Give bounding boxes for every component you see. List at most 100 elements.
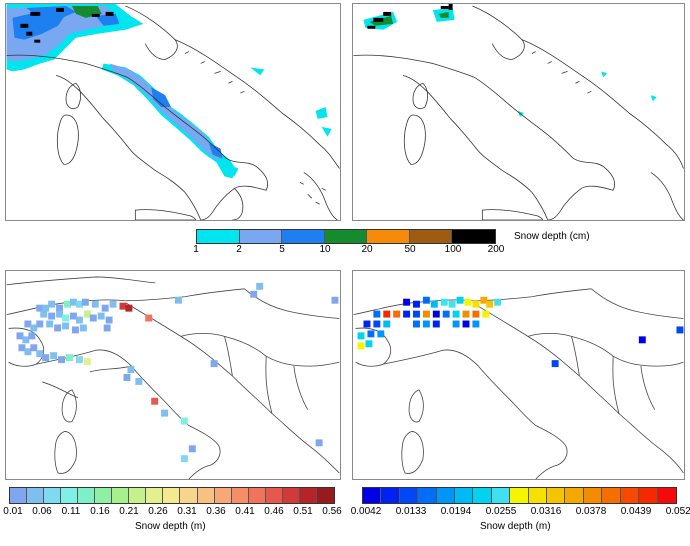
colorbar-swatch	[61, 488, 79, 503]
snow-cell	[36, 350, 44, 358]
snow-cell	[367, 330, 375, 338]
snow-cell	[180, 417, 188, 425]
snow-cell	[64, 300, 71, 308]
snow-cell	[422, 310, 430, 318]
colorbar-tick-label: 0.46	[264, 506, 284, 517]
colorbar-tick-label: 0.0520	[665, 506, 690, 517]
colorbar-swatch	[324, 230, 368, 243]
colorbar-tick-label: 0.01	[3, 506, 23, 517]
colorbar-swatch	[436, 488, 456, 503]
colorbar-swatch	[657, 488, 676, 503]
colorbar-swatch	[129, 488, 147, 503]
colorbar-tick-label: 0.26	[148, 506, 168, 517]
snow-cell	[452, 310, 460, 318]
snow-cell	[105, 316, 113, 324]
map-canvas	[6, 276, 340, 479]
snow-cell	[56, 304, 64, 312]
colorbar-title: Snow depth (m)	[135, 521, 206, 532]
snow-cell	[256, 282, 264, 290]
colorbar-swatch	[197, 230, 240, 243]
snow-cell	[472, 300, 480, 308]
colorbar-swatches	[196, 229, 496, 244]
colorbar-swatch	[316, 488, 334, 503]
colorbar-tick-label: 0.41	[235, 506, 255, 517]
colorbar-swatch	[583, 488, 603, 503]
colorbar-swatches	[362, 487, 677, 504]
snow-cell	[315, 439, 323, 447]
colorbar-swatch	[452, 230, 496, 243]
snow-cell	[440, 298, 448, 306]
colorbar-swatch	[180, 488, 198, 503]
snow-cell	[83, 310, 91, 318]
snow-cell	[18, 344, 26, 352]
colorbar-swatch	[510, 488, 529, 503]
snow-cell	[365, 340, 373, 348]
colorbar-swatch	[455, 488, 474, 503]
colorbar-tick-label: 200	[487, 244, 505, 255]
colorbar-swatch	[381, 488, 400, 503]
snow-cell	[24, 348, 32, 356]
snow-cell	[75, 356, 83, 364]
snow-cell	[28, 332, 36, 340]
snow-cell	[413, 310, 420, 318]
snow-cell	[42, 304, 50, 312]
snow-cell	[91, 300, 99, 308]
snow-cell	[40, 310, 48, 318]
colorbar-tick-label: 20	[361, 244, 373, 255]
colorbar-tick-label: 0.0378	[575, 506, 607, 517]
snow-cell	[472, 310, 480, 318]
colorbar-tick-label: 0.0316	[530, 506, 562, 517]
colorbar-swatch	[78, 488, 96, 503]
colorbar-swatch	[27, 488, 45, 503]
colorbar-tick-label: 0.0133	[395, 506, 427, 517]
snow-cell	[452, 320, 460, 328]
colorbar-swatches	[9, 487, 335, 504]
colorbar-tick-label: 0.56	[322, 506, 342, 517]
snow-cell	[101, 304, 109, 312]
snow-cell	[69, 312, 77, 320]
colorbar-tick-label: 5	[279, 244, 285, 255]
snow-cell	[58, 356, 66, 364]
coastlines	[6, 5, 340, 220]
colorbar-tick-label: 0.31	[177, 506, 197, 517]
map-canvas	[6, 4, 340, 220]
snow-cell	[210, 360, 218, 368]
colorbar-swatch	[95, 488, 113, 503]
colorbar-tick-label: 0.16	[90, 506, 110, 517]
colorbar-swatch	[214, 488, 232, 503]
colorbar-tick-label: 50	[404, 244, 416, 255]
colorbar-swatch	[399, 488, 419, 503]
snow-cell	[464, 298, 472, 306]
colorbar-tick-label: 10	[319, 244, 331, 255]
snow-cell	[62, 314, 69, 322]
snow-cell	[97, 312, 105, 320]
colorbar-title: Snow depth (cm)	[514, 231, 590, 242]
snow-cell	[79, 324, 87, 332]
colorbar-swatch	[231, 488, 249, 503]
snow-cell	[180, 455, 188, 463]
colorbar-swatch	[197, 488, 215, 503]
snow-cells	[16, 282, 339, 463]
country-borders	[353, 288, 684, 479]
colorbar-swatch	[282, 488, 300, 503]
colorbar-swatch	[112, 488, 130, 503]
snow-cell	[30, 344, 38, 352]
snow-cell	[127, 366, 135, 374]
colorbar-swatch	[239, 230, 283, 243]
colorbar-swatch	[10, 488, 28, 503]
snow-cell	[456, 296, 464, 304]
snow-cell	[46, 320, 54, 328]
snow-cell	[422, 296, 430, 304]
snow-cell	[480, 296, 488, 304]
colorbar-tick-label: 0.0439	[620, 506, 652, 517]
colorbar-tick-label: 0.06	[32, 506, 52, 517]
snow-cell	[174, 296, 182, 304]
colorbar-swatch	[265, 488, 283, 503]
map-canvas	[353, 288, 684, 479]
map-panel-bottom-left	[5, 270, 341, 480]
snow-cell	[432, 320, 440, 328]
snow-cells	[357, 296, 684, 368]
snow-cell	[22, 336, 30, 344]
colorbar-tick-label: 0.21	[119, 506, 139, 517]
snow-cell	[551, 360, 559, 368]
